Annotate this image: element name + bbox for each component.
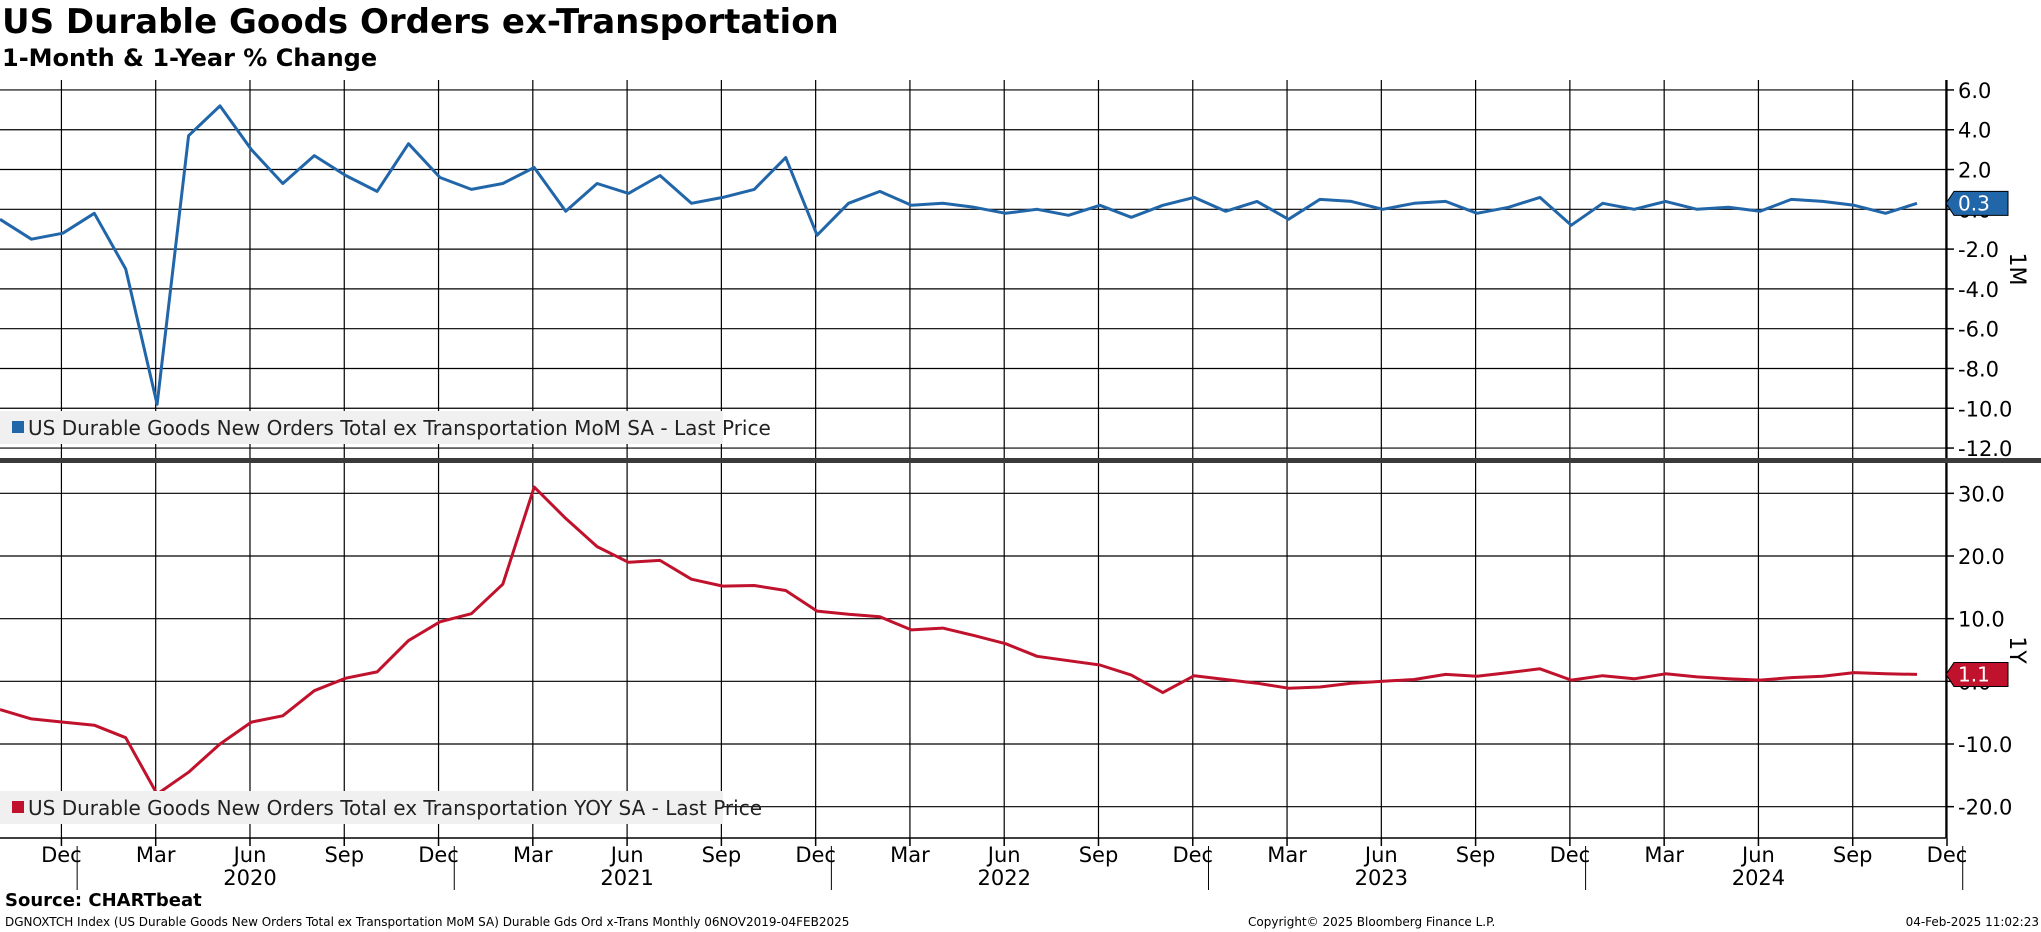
x-tick-label: Mar [1267, 843, 1307, 867]
x-tick-label: Sep [1833, 843, 1873, 867]
panel-top: 6.04.02.00.0-2.0-4.0-6.0-8.0-10.0-12.01M… [0, 79, 2029, 461]
chart-subtitle: 1-Month & 1-Year % Change [2, 44, 378, 72]
x-tick-label: Dec [41, 843, 82, 867]
y-tick-label: 30.0 [1958, 482, 2005, 506]
legend-box [0, 791, 723, 824]
series-line-top [0, 104, 1918, 406]
x-tick-label: Mar [1644, 843, 1684, 867]
y-tick-label: -12.0 [1958, 437, 2012, 461]
x-tick-label: Sep [1456, 843, 1496, 867]
panel-axis-label: 1Y [2004, 636, 2029, 664]
x-year-label: 2020 [223, 866, 276, 890]
x-tick-label: Dec [1550, 843, 1591, 867]
legend-box [0, 411, 723, 444]
x-year-label: 2023 [1355, 866, 1408, 890]
y-tick-label: -20.0 [1958, 796, 2012, 820]
x-year-label: 2022 [977, 866, 1030, 890]
y-tick-label: 4.0 [1958, 119, 1991, 143]
x-tick-label: Mar [136, 843, 176, 867]
panel-axis-label: 1M [2004, 253, 2029, 286]
copyright-note: Copyright© 2025 Bloomberg Finance L.P. [1248, 915, 1496, 929]
x-tick-label: Sep [1079, 843, 1119, 867]
y-tick-label: -8.0 [1958, 357, 1999, 381]
x-tick-label: Dec [418, 843, 459, 867]
panel-separator [0, 458, 2041, 463]
ticker-info: DGNOXTCH Index (US Durable Goods New Ord… [5, 915, 850, 929]
x-tick-label: Sep [702, 843, 742, 867]
last-value-label: 0.3 [1958, 191, 1990, 215]
x-tick-label: Dec [1172, 843, 1213, 867]
y-tick-label: -10.0 [1958, 397, 2012, 421]
x-tick-label: Jun [232, 843, 267, 867]
x-tick-label: Sep [324, 843, 364, 867]
x-tick-label: Dec [1927, 843, 1968, 867]
x-year-label: 2021 [600, 866, 653, 890]
y-tick-label: 6.0 [1958, 79, 1991, 103]
legend-label: US Durable Goods New Orders Total ex Tra… [28, 796, 762, 820]
y-tick-label: 2.0 [1958, 159, 1991, 183]
legend-swatch [12, 801, 24, 813]
y-tick-label: -4.0 [1958, 278, 1999, 302]
x-tick-label: Dec [795, 843, 836, 867]
y-tick-label: -6.0 [1958, 318, 1999, 342]
chart-title: US Durable Goods Orders ex-Transportatio… [2, 2, 839, 42]
x-tick-label: Jun [1740, 843, 1775, 867]
x-tick-label: Jun [609, 843, 644, 867]
legend-label: US Durable Goods New Orders Total ex Tra… [28, 416, 771, 440]
last-value-tag [1945, 190, 2009, 216]
y-tick-label: 10.0 [1958, 608, 2005, 632]
x-year-label: 2024 [1732, 866, 1785, 890]
y-tick-label: 20.0 [1958, 545, 2005, 569]
y-tick-label: -10.0 [1958, 733, 2012, 757]
x-tick-label: Jun [1363, 843, 1398, 867]
series-line-bottom [0, 485, 1918, 796]
legend-swatch [12, 421, 24, 433]
timestamp: 04-Feb-2025 11:02:23 [1905, 915, 2039, 929]
x-tick-label: Jun [986, 843, 1021, 867]
x-tick-label: Mar [890, 843, 930, 867]
x-tick-label: Mar [513, 843, 553, 867]
y-tick-label: -2.0 [1958, 238, 1999, 262]
last-value-tag [1945, 661, 2009, 687]
source-note: Source: CHARTbeat [5, 890, 202, 911]
last-value-label: 1.1 [1958, 662, 1990, 686]
